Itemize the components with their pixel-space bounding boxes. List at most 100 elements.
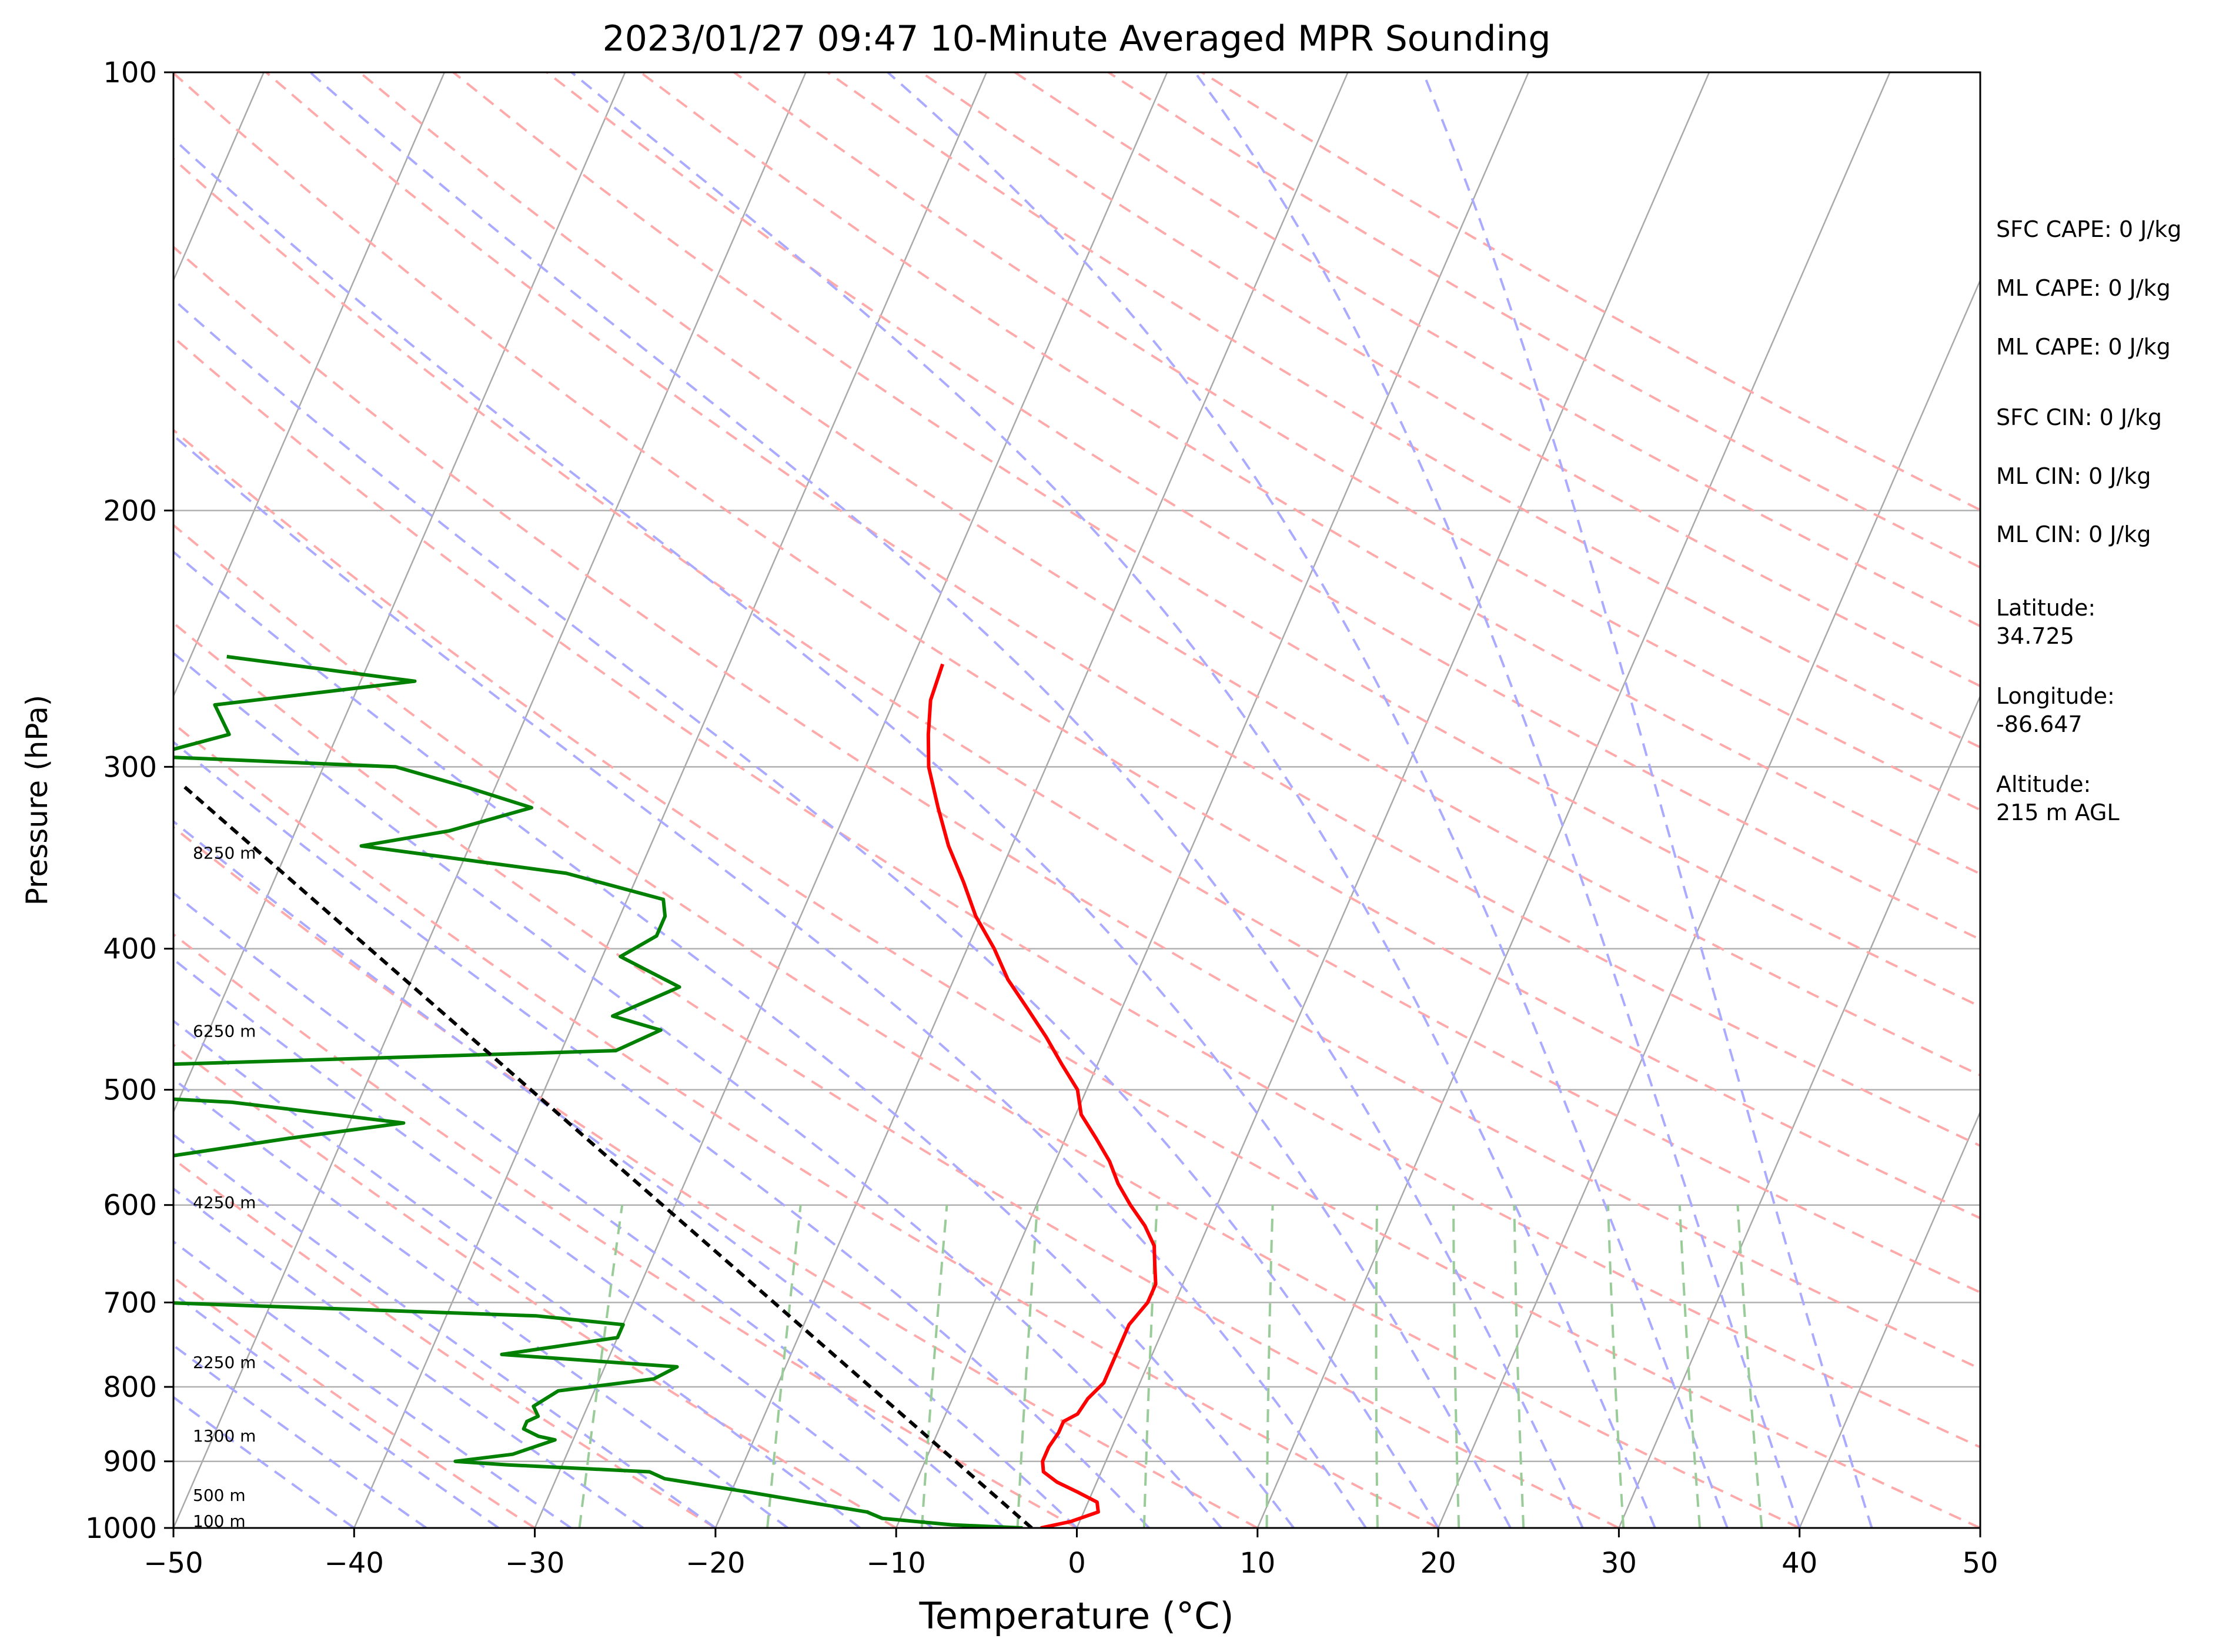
moist-adiabat-line	[173, 1396, 355, 1528]
moist-adiabat-line	[173, 1187, 644, 1528]
isotherm-line	[714, 72, 1349, 1528]
moist-adiabat-line	[173, 820, 1078, 1528]
annotation-text: ML CIN: 0 J/kg	[1996, 463, 2151, 489]
moist-adiabat-line	[173, 550, 1295, 1528]
y-tick-label: 100	[103, 56, 157, 89]
y-tick-label: 600	[103, 1189, 157, 1222]
moist-adiabat-line	[887, 72, 1729, 1528]
moist-adiabat-line	[173, 1344, 427, 1528]
moist-adiabat-line	[173, 434, 1367, 1528]
y-axis: 100 200 300 400 500 600 700 800 900 1000	[85, 56, 173, 1545]
isotherm-line	[1437, 278, 1980, 1528]
y-tick-label: 300	[103, 751, 157, 784]
x-axis-label: Temperature (°C)	[918, 1594, 1234, 1637]
y-tick-label: 800	[103, 1371, 157, 1404]
x-tick-label: 20	[1421, 1547, 1456, 1580]
y-tick-label: 700	[103, 1286, 157, 1319]
y-axis-label: Pressure (hPa)	[20, 695, 54, 906]
moist-adiabat-line	[570, 72, 1656, 1528]
temperature-profile	[926, 663, 1158, 1528]
isotherm-line	[173, 72, 446, 698]
dry-adiabat-line	[827, 72, 1980, 749]
moist-adiabat-line	[1422, 72, 1873, 1528]
annotation-line: 34.725	[1996, 623, 2074, 649]
dry-adiabat-line	[173, 245, 1980, 1370]
chart-title: 2023/01/27 09:47 10-Minute Averaged MPR …	[603, 18, 1551, 59]
mixing-ratio-line	[1736, 1205, 1763, 1528]
dry-adiabat-line	[733, 72, 1980, 811]
mixing-ratio-line	[1375, 1205, 1379, 1528]
dry-adiabat-line	[173, 621, 1620, 1528]
moist-adiabat-line	[173, 1240, 572, 1528]
y-tick-label: 400	[103, 933, 157, 966]
annotation-text: Longitude: -86.647	[1996, 683, 2115, 737]
moist-adiabat-line	[173, 1292, 500, 1528]
annotation-line: ML CIN: 0 J/kg	[1996, 463, 2151, 489]
annotation-line: -86.647	[1996, 711, 2083, 737]
isotherm-line	[173, 72, 626, 1114]
height-label: 8250 m	[193, 844, 256, 863]
data-lines	[173, 654, 1158, 1528]
height-label: 6250 m	[193, 1022, 256, 1041]
annotation-line: 215 m AGL	[1996, 800, 2120, 825]
mixing-ratio-line	[1513, 1205, 1525, 1528]
x-tick-label: −20	[686, 1547, 745, 1580]
moist-adiabat-line	[173, 297, 1439, 1528]
dry-adiabat-line	[173, 1158, 716, 1528]
x-axis: −50 −40 −30 −20 −10 0 10 20 30 40 50	[143, 1528, 1998, 1580]
annotations-panel: SFC CAPE: 0 J/kg ML CAPE: 0 J/kg ML CAPE: …	[1996, 216, 2181, 825]
height-label: 2250 m	[193, 1353, 256, 1372]
annotation-text: SFC CAPE: 0 J/kg	[1996, 216, 2181, 242]
dry-adiabat-line	[173, 428, 1980, 1528]
isotherm-line	[353, 72, 987, 1528]
dry-adiabat-line	[359, 72, 1980, 1077]
isotherm-line	[534, 72, 1168, 1528]
reference-lines	[173, 72, 1980, 1528]
annotation-text: Altitude: 215 m AGL	[1996, 771, 2120, 825]
mixing-ratio-line	[1016, 1205, 1039, 1528]
dry-adiabat-line	[173, 157, 1980, 1294]
y-tick-label: 200	[103, 494, 157, 527]
parcel-path	[179, 782, 1033, 1528]
moist-adiabat-line	[173, 137, 1512, 1528]
mixing-ratio-line	[578, 1205, 624, 1528]
height-label: 4250 m	[193, 1193, 256, 1212]
x-tick-label: −40	[325, 1547, 384, 1580]
moist-adiabat-line	[309, 72, 1584, 1528]
y-tick-label: 500	[103, 1074, 157, 1107]
mixing-ratio-line	[920, 1205, 948, 1528]
annotation-line: ML CAPE: 0 J/kg	[1996, 334, 2171, 360]
moist-adiabat-line	[173, 651, 1222, 1528]
mixing-ratio-line	[1607, 1205, 1625, 1528]
x-tick-label: 10	[1239, 1547, 1275, 1580]
mixing-ratio-line	[766, 1205, 802, 1528]
dry-adiabat-line	[173, 523, 1800, 1528]
annotation-line: Latitude:	[1996, 595, 2095, 621]
moist-adiabat-line	[173, 1077, 788, 1528]
dry-adiabat-line	[173, 72, 1980, 1220]
annotation-line: SFC CIN: 0 J/kg	[1996, 404, 2162, 430]
isotherm-line	[173, 72, 807, 1528]
x-tick-label: 50	[1962, 1547, 1998, 1580]
annotation-text: ML CAPE: 0 J/kg	[1996, 334, 2171, 360]
isotherm-line	[1618, 694, 1980, 1528]
annotation-line: ML CIN: 0 J/kg	[1996, 521, 2151, 547]
dry-adiabat-line	[173, 336, 1980, 1449]
isotherm-line	[895, 72, 1529, 1528]
y-tick-label: 1000	[85, 1512, 157, 1545]
isotherm-line	[1799, 1110, 1980, 1528]
x-tick-label: 40	[1782, 1547, 1817, 1580]
annotation-text: ML CIN: 0 J/kg	[1996, 521, 2151, 547]
dry-adiabat-line	[173, 722, 1439, 1528]
height-label: 500 m	[193, 1486, 246, 1505]
dry-adiabat-line	[546, 72, 1980, 941]
x-tick-label: −10	[867, 1547, 926, 1580]
x-tick-label: −50	[143, 1547, 203, 1580]
dry-adiabat-line	[173, 825, 1258, 1528]
moist-adiabat-line	[173, 1019, 861, 1528]
annotation-line: ML CAPE: 0 J/kg	[1996, 275, 2171, 301]
annotation-line: Altitude:	[1996, 771, 2091, 797]
mixing-ratio-line	[1678, 1205, 1702, 1528]
mixing-ratio-line	[1452, 1205, 1460, 1528]
